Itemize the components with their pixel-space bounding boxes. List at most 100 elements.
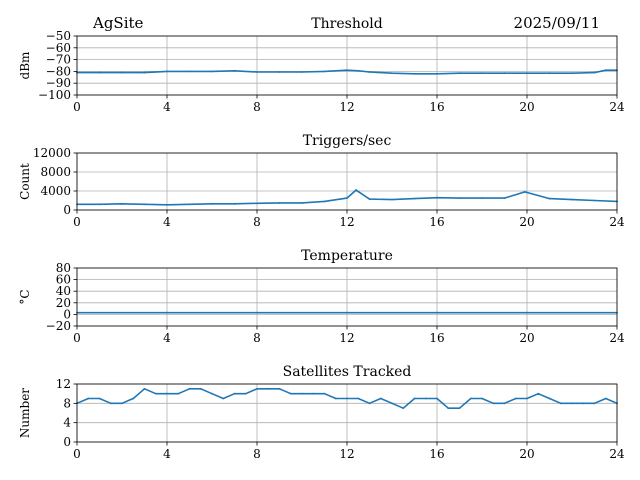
- satellites-tracked-data-point: [98, 397, 101, 400]
- threshold-data-point: [503, 72, 506, 75]
- threshold-data-point: [256, 71, 258, 73]
- satellites-tracked-data-point: [256, 387, 258, 390]
- satellites-tracked-x-tick-label: 4: [163, 447, 171, 461]
- satellites-tracked-data-point: [323, 392, 326, 395]
- satellites-tracked-data-point: [436, 397, 438, 400]
- threshold-y-axis-label: dBm: [18, 51, 32, 80]
- satellites-tracked-data-point: [458, 407, 461, 410]
- satellites-tracked-x-tick-label: 0: [73, 447, 81, 461]
- triggers-sec-data-point: [166, 203, 168, 206]
- satellites-tracked-data-point: [278, 387, 281, 390]
- satellites-tracked-data-point: [244, 392, 247, 395]
- temperature-data-point: [256, 311, 258, 314]
- threshold-x-tick-label: 4: [163, 100, 171, 114]
- threshold-title: Threshold: [311, 16, 382, 32]
- triggers-sec-data-point: [256, 202, 258, 205]
- satellites-tracked-data-point: [503, 402, 506, 405]
- temperature-x-tick-label: 12: [339, 331, 354, 345]
- threshold-data-point: [526, 72, 528, 75]
- triggers-sec-x-tick-label: 4: [163, 215, 171, 229]
- date-label: 2025/09/11: [514, 14, 600, 32]
- threshold-data-point: [188, 70, 191, 73]
- threshold-y-tick-label: −80: [46, 64, 71, 78]
- threshold-x-tick-label: 16: [429, 100, 444, 114]
- temperature-y-tick-label: 0: [63, 307, 71, 321]
- temperature-title: Temperature: [301, 248, 393, 264]
- temperature-y-axis-label: °C: [18, 289, 32, 304]
- triggers-sec-y-tick-label: 4000: [40, 184, 71, 198]
- triggers-sec-chart: 0 4 8 12 16 20 24 0 4000 8000 12000 Triggers/sec Cou…: [18, 133, 625, 229]
- threshold-data-point: [143, 71, 146, 74]
- satellites-tracked-data-point: [211, 392, 213, 395]
- satellites-tracked-y-tick-label: 12: [56, 377, 71, 391]
- threshold-y-tick-label: −90: [46, 76, 71, 90]
- triggers-sec-data-point: [503, 197, 506, 200]
- triggers-sec-data-point: [143, 203, 146, 206]
- satellites-tracked-data-point: [334, 397, 337, 400]
- satellites-tracked-data-point: [143, 387, 146, 390]
- threshold-y-tick-label: −70: [46, 53, 71, 67]
- satellites-tracked-data-point: [559, 402, 562, 405]
- temperature-data-point: [436, 311, 438, 314]
- satellites-tracked-data-point: [537, 392, 540, 395]
- temperature-x-tick-label: 4: [163, 331, 171, 345]
- threshold-data-point: [323, 70, 326, 73]
- triggers-sec-data-point: [323, 200, 326, 203]
- satellites-tracked-x-tick-label: 12: [339, 447, 354, 461]
- satellites-tracked-x-tick-label: 24: [609, 447, 625, 461]
- threshold-x-tick-label: 24: [609, 100, 625, 114]
- satellites-tracked-x-tick-label: 20: [519, 447, 534, 461]
- threshold-x-tick-label: 12: [339, 100, 354, 114]
- threshold-data-point: [346, 69, 348, 72]
- temperature-x-tick-label: 8: [253, 331, 261, 345]
- triggers-sec-y-tick-label: 8000: [40, 165, 71, 179]
- triggers-sec-y-tick-label: 12000: [33, 146, 71, 160]
- triggers-sec-data-point: [233, 202, 236, 205]
- triggers-sec-data-point: [368, 198, 371, 200]
- satellites-tracked-data-point: [357, 397, 360, 400]
- satellites-tracked-title: Satellites Tracked: [283, 364, 412, 380]
- satellites-tracked-y-tick-label: 0: [63, 435, 71, 449]
- satellites-tracked-data-point: [222, 397, 225, 400]
- satellites-tracked-y-axis-label: Number: [18, 388, 32, 438]
- threshold-data-point: [413, 72, 416, 75]
- threshold-data-point: [357, 69, 360, 72]
- satellites-tracked-data-point: [87, 397, 90, 400]
- triggers-sec-data-point: [458, 197, 461, 200]
- triggers-sec-data-point: [481, 197, 483, 200]
- satellites-tracked-data-point: [413, 397, 416, 400]
- threshold-y-tick-label: −100: [38, 88, 71, 102]
- threshold-data-point: [211, 70, 213, 73]
- triggers-sec-series-line: [77, 189, 618, 206]
- triggers-sec-y-tick-label: 0: [63, 203, 71, 217]
- threshold-y-tick-label: −50: [46, 29, 71, 43]
- threshold-data-point: [98, 71, 101, 74]
- satellites-tracked-data-point: [233, 392, 236, 395]
- triggers-sec-data-point: [346, 197, 348, 200]
- triggers-sec-data-point: [121, 202, 123, 205]
- satellites-tracked-data-point: [604, 397, 607, 400]
- triggers-sec-data-point: [391, 198, 393, 201]
- satellites-tracked-data-point: [121, 402, 123, 405]
- satellites-tracked-y-tick-label: 4: [63, 416, 71, 430]
- threshold-x-tick-label: 0: [73, 100, 81, 114]
- satellites-tracked-data-point: [526, 397, 528, 400]
- triggers-sec-data-point: [188, 203, 191, 206]
- site-label: AgSite: [92, 14, 144, 32]
- satellites-tracked-x-tick-label: 8: [253, 447, 261, 461]
- satellites-tracked-data-point: [368, 402, 371, 405]
- temperature-x-tick-label: 24: [609, 331, 625, 345]
- threshold-data-point: [436, 72, 438, 75]
- threshold-data-point: [458, 72, 461, 75]
- triggers-sec-x-tick-label: 24: [609, 215, 625, 229]
- threshold-data-point: [593, 71, 596, 74]
- satellites-tracked-data-point: [402, 407, 405, 410]
- temperature-x-tick-label: 16: [429, 331, 444, 345]
- temperature-data-point: [346, 311, 348, 314]
- satellites-tracked-data-point: [289, 392, 292, 395]
- satellites-tracked-data-point: [481, 397, 483, 400]
- satellites-tracked-data-point: [582, 402, 585, 405]
- threshold-data-point: [166, 70, 168, 73]
- threshold-data-point: [278, 71, 281, 73]
